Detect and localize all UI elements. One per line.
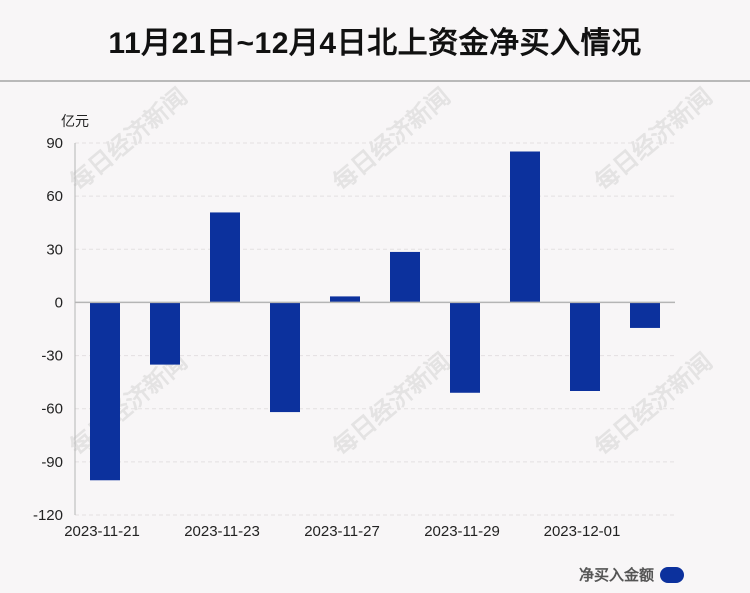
x-tick-label: 2023-11-23 [184, 523, 260, 540]
bar [510, 151, 540, 303]
y-tick-label: -120 [33, 507, 63, 524]
legend: 净买入金额 [579, 564, 684, 585]
y-tick-label: 90 [46, 135, 63, 152]
y-tick-label: 0 [55, 294, 63, 311]
bar [390, 251, 420, 303]
bar [90, 302, 120, 481]
bar [330, 296, 360, 303]
y-tick-label: 30 [46, 241, 63, 258]
bar [210, 212, 240, 303]
bar [270, 302, 300, 413]
title-divider [0, 80, 750, 82]
y-tick-label: -30 [41, 348, 63, 365]
x-tick-label: 2023-11-21 [64, 523, 140, 540]
legend-swatch [660, 566, 684, 583]
x-tick-label: 2023-11-27 [304, 523, 380, 540]
chart-title: 11月21日~12月4日北上资金净买入情况 [108, 27, 642, 60]
y-tick-label: -60 [41, 401, 63, 418]
y-axis-unit-label: 亿元 [61, 114, 89, 130]
bar [450, 302, 480, 393]
bar [150, 302, 180, 365]
bar [570, 302, 600, 391]
x-tick-label: 2023-11-29 [424, 523, 500, 540]
x-tick-label: 2023-12-01 [544, 523, 621, 540]
legend-label: 净买入金额 [578, 567, 654, 584]
y-tick-label: 60 [46, 188, 63, 205]
y-tick-label: -90 [41, 454, 63, 471]
bar [630, 302, 660, 328]
